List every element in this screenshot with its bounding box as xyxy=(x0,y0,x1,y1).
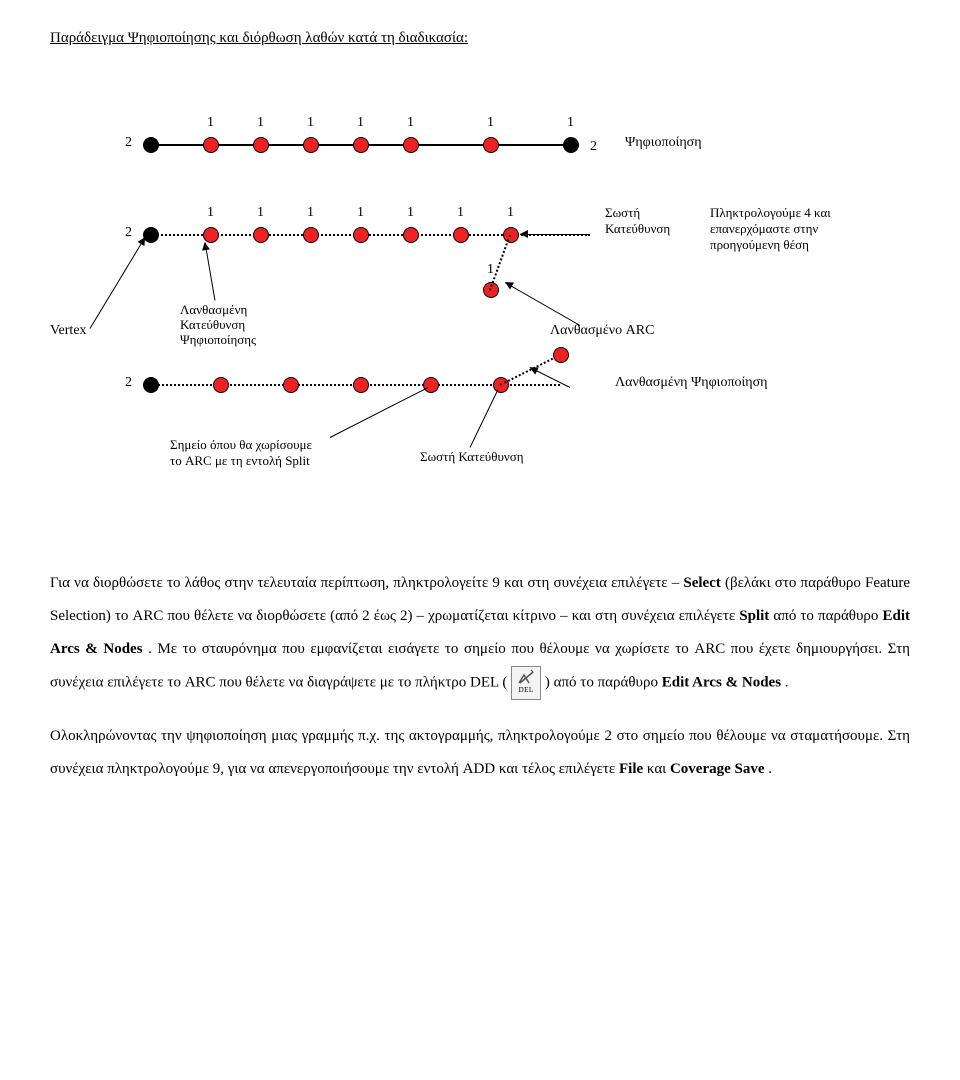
row-right-text: Λανθασμένη Ψηφιοποίηση xyxy=(615,375,767,391)
node-label: 1 xyxy=(307,205,314,221)
node-label: 1 xyxy=(357,205,364,221)
paragraph-2: Ολοκληρώνοντας την ψηφιοποίηση μιας γραμ… xyxy=(50,720,910,786)
diagram-node xyxy=(303,227,319,243)
row-left-label: 2 xyxy=(125,135,132,151)
diagram: 22Ψηφιοποίηση11111112ΣωστήΚατεύθυνσηΠληκ… xyxy=(50,87,850,537)
node-label: 1 xyxy=(207,205,214,221)
p2a: Ολοκληρώνοντας την ψηφιοποίηση μιας γραμ… xyxy=(50,728,910,777)
diagram-node xyxy=(203,137,219,153)
p1g: . Με το σταυρόνημα που εμφανίζεται εισάγ… xyxy=(50,641,910,690)
row-right-text: Ψηφιοποίηση xyxy=(625,135,702,151)
node-label: 1 xyxy=(457,205,464,221)
node-label: 1 xyxy=(407,205,414,221)
label-wrong-direction: Ψηφιοποίησης xyxy=(180,332,256,348)
row-left-label: 2 xyxy=(125,375,132,391)
diagram-node xyxy=(213,377,229,393)
diagram-node xyxy=(253,137,269,153)
node-label: 1 xyxy=(207,115,214,131)
diagram-node xyxy=(143,377,159,393)
node-label: 1 xyxy=(257,205,264,221)
diagram-node xyxy=(453,227,469,243)
p2e: . xyxy=(768,761,772,777)
row-left-label: 2 xyxy=(125,225,132,241)
p2d: Coverage Save xyxy=(670,761,765,777)
row-far-right-line: προηγούμενη θέση xyxy=(710,237,809,253)
label-wrong-arc: Λανθασμένο ARC xyxy=(550,323,654,339)
page-title: Παράδειγμα Ψηφιοποίησης και διόρθωση λαθ… xyxy=(50,30,910,47)
node-label: 1 xyxy=(407,115,414,131)
diagram-node xyxy=(403,137,419,153)
node-label: 1 xyxy=(357,115,364,131)
node-label: 1 xyxy=(507,205,514,221)
diagram-node xyxy=(203,227,219,243)
diagram-node xyxy=(253,227,269,243)
p1h: ) από το παράθυρο xyxy=(545,674,662,690)
diagram-node xyxy=(303,137,319,153)
diagram-node xyxy=(483,137,499,153)
diagram-node xyxy=(283,377,299,393)
label-vertex: Vertex xyxy=(50,323,87,339)
row-right-text-line: Κατεύθυνση xyxy=(605,221,670,237)
label-split-point: το ARC με τη εντολή Split xyxy=(170,453,310,469)
diagram-node xyxy=(423,377,439,393)
label-correct-direction-bottom: Σωστή Κατεύθυνση xyxy=(420,449,524,465)
node-label: 1 xyxy=(307,115,314,131)
label-wrong-direction: Λανθασμένη xyxy=(180,302,247,318)
node-label: 1 xyxy=(487,115,494,131)
diag-end-node xyxy=(553,347,569,363)
node-label: 1 xyxy=(567,115,574,131)
diagram-node xyxy=(143,137,159,153)
node-label: 1 xyxy=(257,115,264,131)
p2c: και xyxy=(647,761,670,777)
row-right-text-line: Σωστή xyxy=(605,205,640,221)
diagram-node xyxy=(403,227,419,243)
row-far-right-line: Πληκτρολογούμε 4 και xyxy=(710,205,831,221)
paragraph-1: Για να διορθώσετε το λάθος στην τελευταί… xyxy=(50,567,910,700)
label-wrong-direction: Κατεύθυνση xyxy=(180,317,245,333)
p1b: Select xyxy=(683,575,720,591)
p2b: File xyxy=(619,761,643,777)
diagram-node xyxy=(353,137,369,153)
row-far-right-line: επανερχόμαστε στην xyxy=(710,221,818,237)
p1j: . xyxy=(785,674,789,690)
label-split-point: Σημείο όπου θα χωρίσουμε xyxy=(170,437,312,453)
p1d: Split xyxy=(739,608,769,624)
p1e: από το παράθυρο xyxy=(773,608,882,624)
del-icon: DEL xyxy=(511,666,541,700)
row-right-label: 2 xyxy=(590,139,597,155)
p1a: Για να διορθώσετε το λάθος στην τελευταί… xyxy=(50,575,683,591)
diagram-node xyxy=(353,377,369,393)
diagram-node xyxy=(353,227,369,243)
del-icon-label: DEL xyxy=(512,683,540,698)
diagram-node xyxy=(563,137,579,153)
p1i: Edit Arcs & Nodes xyxy=(662,674,781,690)
